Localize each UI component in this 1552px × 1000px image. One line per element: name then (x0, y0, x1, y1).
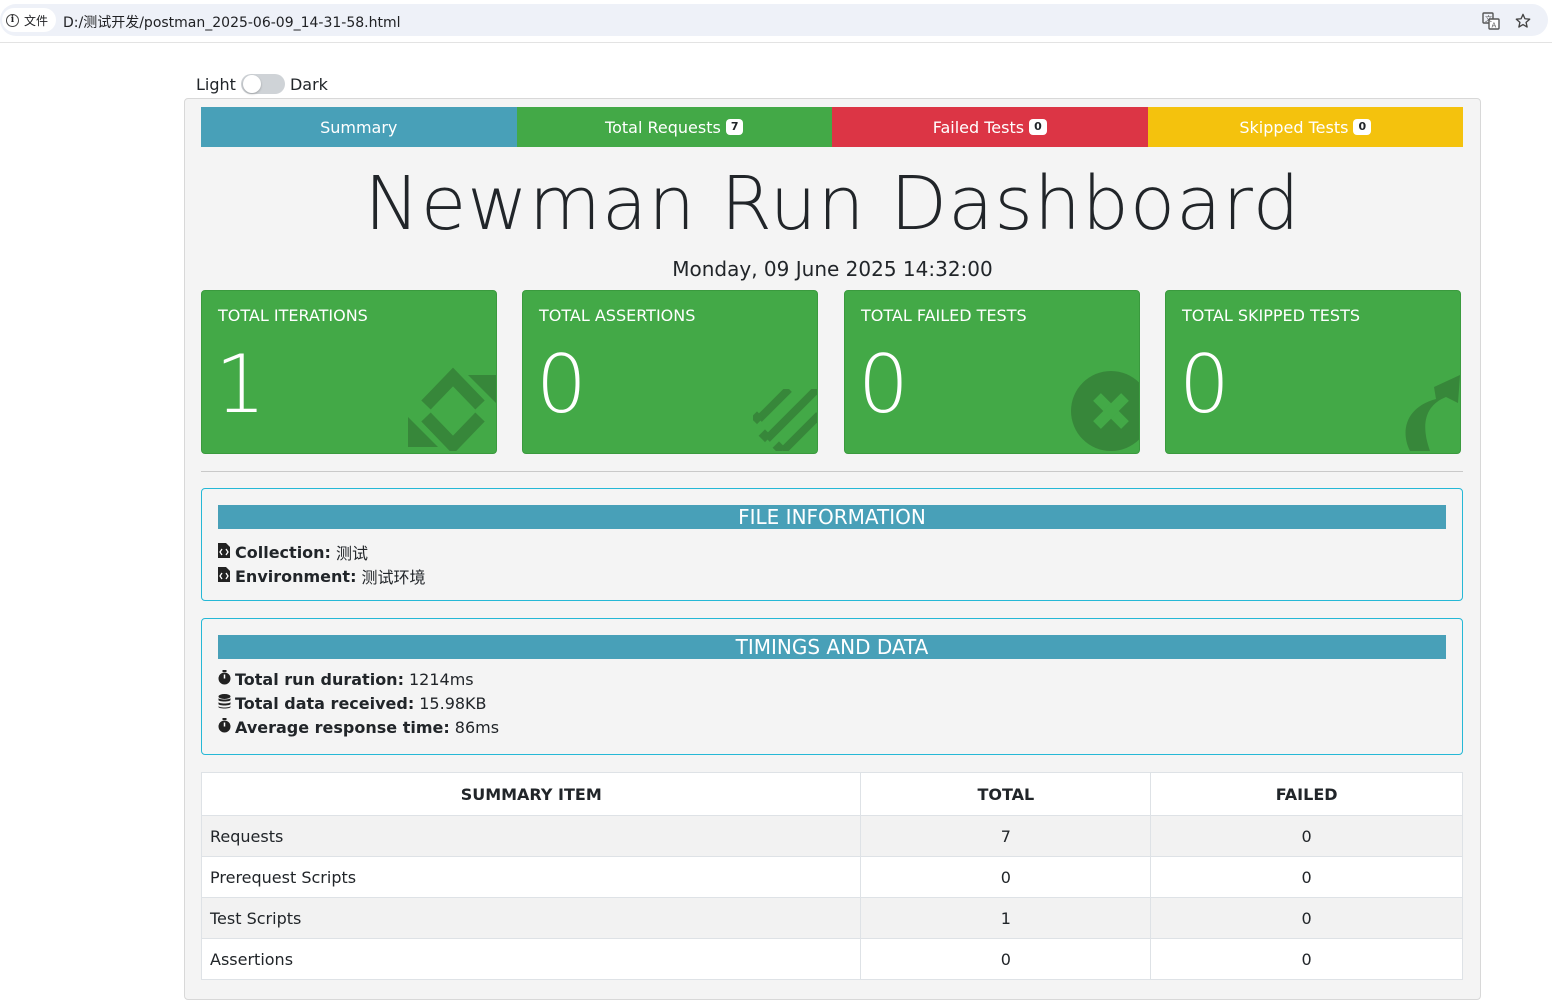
count-badge: 0 (1029, 119, 1047, 135)
card-label: Total Assertions (539, 306, 696, 325)
panel-heading: Timings and Data (218, 635, 1446, 659)
summary-table: Summary Item Total Failed Requests 7 0 P… (200, 772, 1463, 980)
sync-icon (408, 367, 496, 453)
database-icon (218, 694, 231, 713)
info-icon: i (6, 13, 19, 27)
summary-item-cell: Test Scripts (200, 897, 862, 939)
environment-row: Environment: 测试环境 (218, 564, 425, 588)
table-row: Test Scripts 1 0 (200, 897, 1463, 939)
theme-toggle: Light Dark (196, 74, 328, 94)
tab-label: Total Requests (605, 117, 721, 137)
tab-label: Skipped Tests (1239, 117, 1349, 137)
dashboard-container: Summary Total Requests 7 Failed Tests 0 … (184, 98, 1481, 1000)
stopwatch-icon (218, 670, 231, 689)
data-received-value: 15.98KB (419, 694, 487, 713)
collection-value: 测试 (335, 544, 368, 563)
nav-tabs: Summary Total Requests 7 Failed Tests 0 … (201, 107, 1463, 147)
failed-cell: 0 (1150, 815, 1463, 857)
table-row: Prerequest Scripts 0 0 (200, 856, 1463, 898)
column-header: Summary Item (200, 772, 862, 816)
card-label: Total Iterations (218, 306, 368, 325)
tasks-icon (750, 384, 817, 453)
card-total-skipped-tests: Total Skipped Tests 0 (1165, 290, 1461, 454)
dark-label: Dark (289, 74, 328, 94)
omnibox[interactable]: i 文件 D:/测试开发/postman_2025-06-09_14-31-58… (0, 4, 1548, 36)
count-badge: 0 (1353, 119, 1372, 135)
panel-heading: File Information (218, 505, 1446, 529)
environment-label: Environment: (235, 566, 357, 586)
times-circle-icon (1069, 369, 1139, 453)
card-label: Total Failed Tests (861, 306, 1027, 325)
run-duration-row: Total run duration: 1214ms (218, 670, 474, 689)
total-cell: 0 (860, 938, 1152, 980)
table-row: Assertions 0 0 (200, 938, 1463, 980)
summary-item-cell: Assertions (200, 938, 862, 980)
total-cell: 7 (860, 815, 1152, 857)
page-title: Newman Run Dashboard (364, 161, 1301, 247)
card-value: 0 (1179, 338, 1230, 431)
url-text[interactable]: D:/测试开发/postman_2025-06-09_14-31-58.html (63, 15, 401, 31)
data-received-label: Total data received: (235, 694, 415, 713)
summary-item-cell: Prerequest Scripts (200, 856, 862, 898)
site-info-chip[interactable]: i 文件 (2, 8, 57, 32)
svg-text:A: A (1492, 22, 1497, 30)
tab-skipped-tests[interactable]: Skipped Tests 0 (1147, 107, 1463, 147)
run-date: Monday, 09 June 2025 14:32:00 (672, 257, 993, 281)
environment-value: 测试环境 (361, 568, 426, 587)
collection-label: Collection: (235, 542, 331, 562)
theme-switch[interactable] (240, 74, 285, 94)
failed-cell: 0 (1150, 856, 1463, 898)
total-cell: 1 (860, 897, 1152, 939)
tab-failed-tests[interactable]: Failed Tests 0 (832, 107, 1148, 147)
card-value: 0 (858, 338, 909, 431)
column-header: Total (860, 772, 1152, 816)
run-duration-label: Total run duration: (235, 670, 404, 689)
run-duration-value: 1214ms (408, 670, 474, 689)
count-badge: 7 (725, 119, 744, 135)
switch-knob[interactable] (242, 75, 261, 93)
table-header-row: Summary Item Total Failed (200, 772, 1463, 816)
light-label: Light (196, 74, 236, 94)
collection-row: Collection: 测试 (218, 540, 368, 564)
tab-total-requests[interactable]: Total Requests 7 (516, 107, 832, 147)
stopwatch-icon (218, 718, 231, 737)
data-received-row: Total data received: 15.98KB (218, 694, 487, 713)
card-total-failed-tests: Total Failed Tests 0 (844, 290, 1140, 454)
file-information-panel: File Information Collection: 测试 Environm… (201, 488, 1463, 601)
table-row: Requests 7 0 (200, 815, 1463, 857)
summary-item-cell: Requests (200, 815, 862, 857)
file-code-icon (218, 542, 231, 562)
divider (201, 471, 1463, 472)
column-header: Failed (1150, 772, 1463, 816)
share-icon (1400, 373, 1460, 453)
card-value: 1 (215, 338, 266, 431)
timings-and-data-panel: Timings and Data Total run duration: 121… (201, 618, 1463, 755)
avg-response-value: 86ms (454, 718, 500, 737)
tab-label: Summary (320, 117, 398, 137)
file-code-icon (218, 566, 231, 586)
failed-cell: 0 (1150, 897, 1463, 939)
total-cell: 0 (860, 856, 1152, 898)
failed-cell: 0 (1150, 938, 1463, 980)
card-value: 0 (536, 338, 587, 431)
tab-label: Failed Tests (932, 117, 1025, 137)
browser-address-bar: i 文件 D:/测试开发/postman_2025-06-09_14-31-58… (0, 0, 1552, 43)
avg-response-label: Average response time: (235, 718, 450, 737)
tab-summary[interactable]: Summary (201, 107, 517, 147)
site-info-label: 文件 (24, 13, 49, 28)
card-label: Total Skipped Tests (1182, 306, 1360, 325)
bookmark-star-icon[interactable] (1514, 12, 1532, 30)
card-total-iterations: Total Iterations 1 (201, 290, 497, 454)
svg-text:文: 文 (1485, 14, 1492, 23)
card-total-assertions: Total Assertions 0 (522, 290, 818, 454)
stat-cards: Total Iterations 1 Total Assertions 0 (201, 290, 1463, 454)
avg-response-row: Average response time: 86ms (218, 718, 499, 737)
